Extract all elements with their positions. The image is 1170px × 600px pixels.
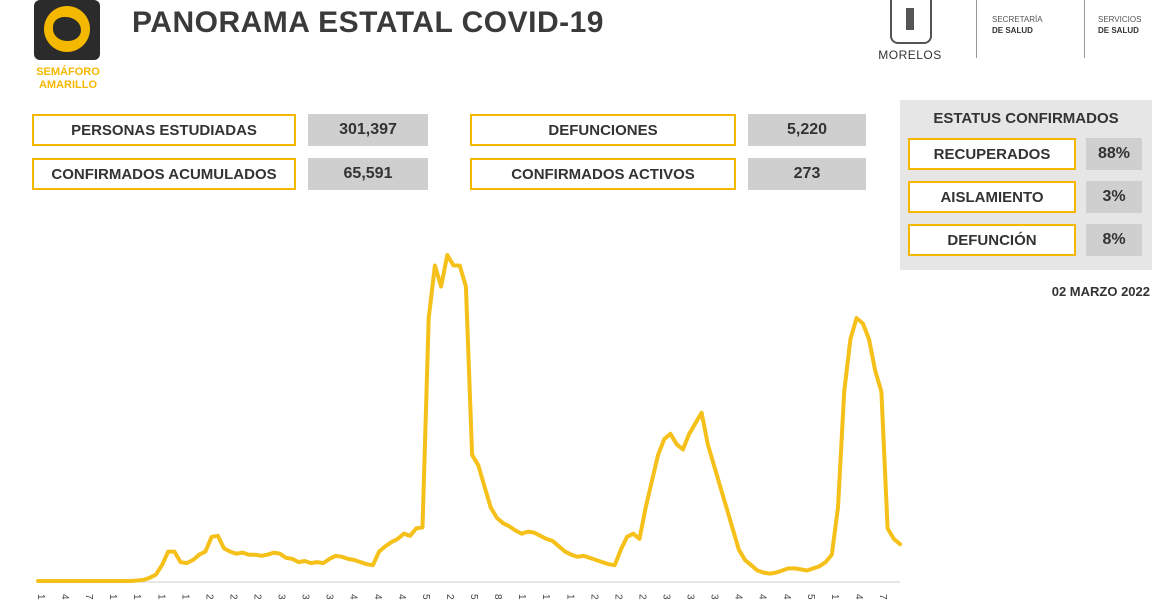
x-tick-label: 1 [516,594,527,600]
x-tick-label: 7 [877,594,888,600]
agency-line1: SECRETARÍA [992,15,1043,24]
x-tick-label: 2 [252,594,263,600]
semaforo-label: SEMÁFORO AMARILLO [28,66,108,92]
x-tick-label: 2 [588,594,599,600]
x-tick-label: 4 [59,594,70,600]
x-tick-label: 2 [444,594,455,600]
page-title: PANORAMA ESTATAL COVID-19 [132,6,604,39]
x-tick-label: 3 [276,594,287,600]
status-recuperados-label: RECUPERADOS [908,138,1076,170]
status-aislamiento-value: 3% [1086,181,1142,213]
x-tick-label: 1 [35,594,46,600]
x-tick-label: 5 [468,594,479,600]
government-logo: MORELOS [868,0,952,64]
agency-secretaria: SECRETARÍA DE SALUD [992,14,1043,36]
semaforo-logo [34,0,100,60]
status-panel: ESTATUS CONFIRMADOS RECUPERADOS 88% AISL… [900,100,1152,270]
status-title: ESTATUS CONFIRMADOS [933,110,1119,127]
confirmados-activos-value: 273 [748,158,866,190]
defunciones-value: 5,220 [748,114,866,146]
x-tick-label: 7 [83,594,94,600]
status-aislamiento-label: AISLAMIENTO [908,181,1076,213]
x-tick-label: 2 [612,594,623,600]
confirmados-activos-label: CONFIRMADOS ACTIVOS [470,158,736,190]
x-tick-label: 4 [757,594,768,600]
confirmados-acumulados-label: CONFIRMADOS ACUMULADOS [32,158,296,190]
x-tick-label: 1 [131,594,142,600]
x-tick-label: 1 [829,594,840,600]
agency-line1: SERVICIOS [1098,15,1142,24]
semaforo-line1: SEMÁFORO [36,66,100,78]
confirmados-acumulados-value: 65,591 [308,158,428,190]
x-tick-label: 3 [685,594,696,600]
report-date: 02 MARZO 2022 [1051,284,1150,299]
x-tick-label: 5 [420,594,431,600]
status-defuncion-label: DEFUNCIÓN [908,224,1076,256]
status-recuperados-value: 88% [1086,138,1142,170]
divider [976,0,977,58]
x-tick-label: 3 [324,594,335,600]
x-tick-label: 4 [396,594,407,600]
x-tick-label: 2 [228,594,239,600]
agency-line2: DE SALUD [1098,26,1139,35]
status-defuncion-value: 8% [1086,224,1142,256]
x-tick-label: 4 [781,594,792,600]
x-tick-label: 4 [733,594,744,600]
agency-servicios: SERVICIOS DE SALUD [1098,14,1141,36]
x-tick-label: 4 [348,594,359,600]
personas-estudiadas-value: 301,397 [308,114,428,146]
x-tick-label: 1 [564,594,575,600]
x-tick-label: 4 [853,594,864,600]
x-tick-label: 3 [709,594,720,600]
x-tick-label: 8 [492,594,503,600]
x-tick-label: 2 [636,594,647,600]
x-tick-label: 1 [540,594,551,600]
x-tick-label: 5 [805,594,816,600]
government-name: MORELOS [878,48,942,62]
semaforo-line2: AMARILLO [38,79,98,91]
personas-estudiadas-label: PERSONAS ESTUDIADAS [32,114,296,146]
divider [1084,0,1085,58]
coat-of-arms-icon [890,0,932,44]
agency-line2: DE SALUD [992,26,1033,35]
series-line [36,253,902,583]
defunciones-label: DEFUNCIONES [470,114,736,146]
x-tick-label: 3 [300,594,311,600]
x-tick-label: 1 [107,594,118,600]
x-tick-label: 1 [155,594,166,600]
x-tick-label: 4 [372,594,383,600]
x-tick-label: 3 [661,594,672,600]
state-map-icon [53,17,81,41]
x-tick-label: 2 [203,594,214,600]
x-tick-label: 1 [179,594,190,600]
